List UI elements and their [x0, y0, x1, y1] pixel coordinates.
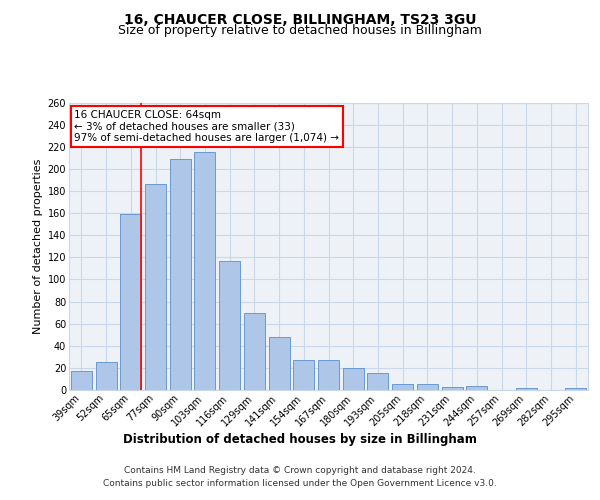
Bar: [392, 384, 413, 390]
Text: Contains public sector information licensed under the Open Government Licence v3: Contains public sector information licen…: [103, 479, 497, 488]
Text: Size of property relative to detached houses in Billingham: Size of property relative to detached ho…: [118, 24, 482, 37]
Text: Distribution of detached houses by size in Billingham: Distribution of detached houses by size …: [123, 432, 477, 446]
Bar: [219, 260, 240, 390]
Bar: [442, 386, 463, 390]
Text: 16 CHAUCER CLOSE: 64sqm
← 3% of detached houses are smaller (33)
97% of semi-det: 16 CHAUCER CLOSE: 64sqm ← 3% of detached…: [74, 110, 339, 143]
Bar: [466, 386, 487, 390]
Bar: [194, 152, 215, 390]
Bar: [95, 362, 116, 390]
Bar: [516, 388, 537, 390]
Bar: [170, 159, 191, 390]
Y-axis label: Number of detached properties: Number of detached properties: [34, 158, 43, 334]
Bar: [145, 184, 166, 390]
Text: 16, CHAUCER CLOSE, BILLINGHAM, TS23 3GU: 16, CHAUCER CLOSE, BILLINGHAM, TS23 3GU: [124, 12, 476, 26]
Text: Contains HM Land Registry data © Crown copyright and database right 2024.: Contains HM Land Registry data © Crown c…: [124, 466, 476, 475]
Bar: [71, 371, 92, 390]
Bar: [318, 360, 339, 390]
Bar: [417, 384, 438, 390]
Bar: [293, 360, 314, 390]
Bar: [120, 214, 141, 390]
Bar: [244, 312, 265, 390]
Bar: [343, 368, 364, 390]
Bar: [565, 388, 586, 390]
Bar: [269, 337, 290, 390]
Bar: [367, 374, 388, 390]
